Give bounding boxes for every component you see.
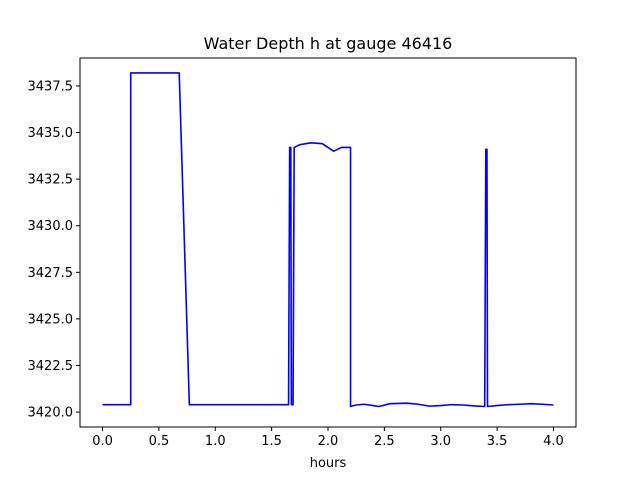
y-tick-label: 3427.5 — [28, 266, 74, 281]
x-tick-label: 0.0 — [92, 434, 113, 449]
x-tick-label: 3.5 — [487, 434, 508, 449]
x-tick-label: 4.0 — [543, 434, 564, 449]
y-tick-label: 3435.0 — [28, 126, 74, 141]
x-tick-label: 3.0 — [430, 434, 451, 449]
series-line-0 — [102, 72, 554, 408]
x-tick-label: 2.5 — [374, 434, 395, 449]
x-tick-label: 1.0 — [205, 434, 226, 449]
chart-title: Water Depth h at gauge 46416 — [204, 34, 453, 53]
plot-area: 0.0 0.5 1.0 1.5 2.0 2.5 3.0 3.5 4.0 3420.0 3422.5 3… — [28, 57, 577, 449]
y-tick-label: 3437.5 — [28, 79, 74, 94]
y-tick-label: 3430.0 — [28, 219, 74, 234]
y-tick-label: 3425.0 — [28, 312, 74, 327]
x-tick-label: 2.0 — [318, 434, 339, 449]
y-tick-label: 3432.5 — [28, 173, 74, 188]
y-tick-label: 3420.0 — [28, 406, 74, 421]
x-tick-label: 0.5 — [149, 434, 170, 449]
y-tick-label: 3422.5 — [28, 359, 74, 374]
x-axis-label: hours — [310, 456, 347, 471]
x-tick-label: 1.5 — [261, 434, 282, 449]
